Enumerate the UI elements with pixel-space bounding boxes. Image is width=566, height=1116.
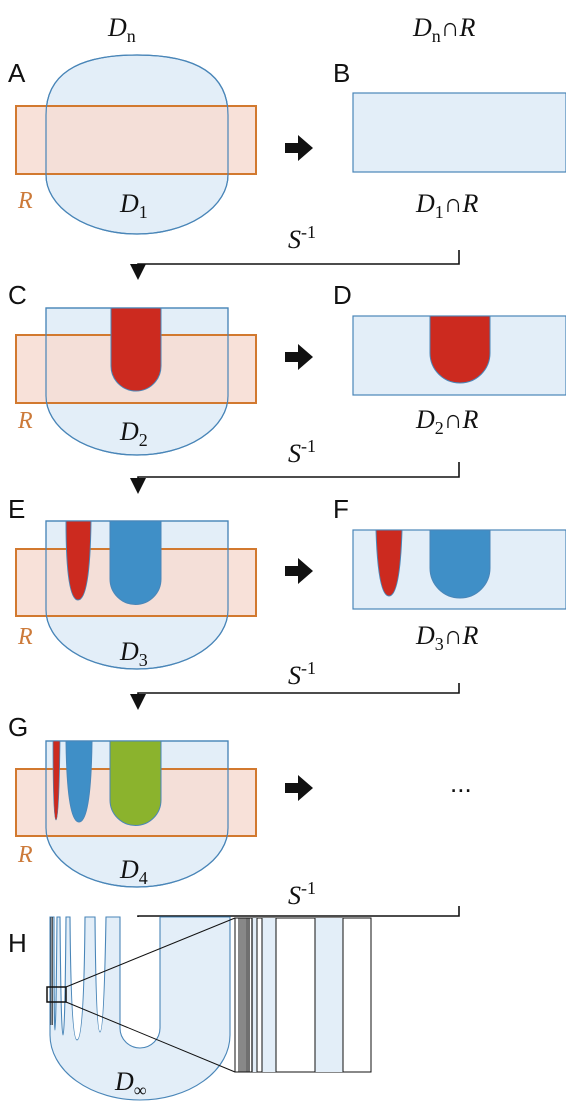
domain-label-d4: D4: [119, 855, 148, 888]
domain-d4: [15, 740, 257, 888]
panel-label-f: F: [333, 494, 349, 524]
intersection-label-f: D3∩R: [415, 621, 479, 654]
red-lobe-e: [65, 520, 92, 601]
red-lobe-d: [429, 315, 491, 384]
map-label-3: S-1: [288, 658, 316, 690]
domain-dinf: [49, 916, 231, 1101]
zoom-line-bottom: [65, 1001, 236, 1073]
intersection-label-d: D2∩R: [415, 405, 479, 438]
intersection-d: [352, 315, 566, 396]
map-arrow-1: [285, 135, 313, 161]
domain-label-d3: D3: [119, 637, 148, 670]
r-label-g: R: [17, 842, 33, 868]
map-arrow-4: [285, 775, 313, 801]
domain-d1: [15, 54, 257, 235]
connector-1: [130, 250, 460, 280]
domain-d2: [15, 307, 257, 456]
panel-label-h: H: [8, 928, 27, 958]
panel-label-a: A: [8, 58, 26, 88]
panel-label-d: D: [333, 280, 352, 310]
zoom-line-top: [65, 917, 236, 988]
intersection-b: [352, 92, 566, 173]
r-label-c: R: [17, 408, 33, 434]
panel-label-c: C: [8, 280, 27, 310]
domain-label-d1: D1: [119, 189, 148, 222]
red-lobe-f: [375, 529, 403, 597]
domain-label-dinf: D∞: [114, 1067, 147, 1100]
map-label-4: S-1: [288, 878, 316, 910]
domain-d3: [15, 520, 257, 670]
blue-lobe-e: [109, 520, 162, 605]
map-arrow-3: [285, 558, 313, 584]
blue-lobe-f: [429, 529, 491, 599]
connector-3: [130, 683, 460, 710]
connector-2: [130, 462, 460, 494]
map-arrow-2: [285, 344, 313, 370]
map-label-2: S-1: [288, 436, 316, 468]
r-label-e: R: [17, 624, 33, 650]
zoom-inset: [234, 917, 372, 1073]
map-label-1: S-1: [288, 222, 316, 254]
blue-lobe-g: [65, 740, 93, 823]
intersection-label-b: D1∩R: [415, 189, 479, 222]
intersection-f: [352, 529, 566, 610]
red-lobe-g: [52, 740, 61, 821]
panel-label-g: G: [8, 712, 28, 742]
red-lobe-c: [110, 307, 162, 392]
r-label-a: R: [17, 188, 33, 214]
green-lobe-g: [109, 740, 162, 826]
domain-label-d2: D2: [119, 417, 148, 450]
panel-label-e: E: [8, 494, 25, 524]
header-dn-cap-r: Dn∩R: [412, 13, 476, 46]
zoom-box: [46, 986, 67, 1003]
ellipsis: ...: [450, 768, 472, 798]
header-dn: Dn: [107, 13, 136, 46]
panel-label-b: B: [333, 58, 350, 88]
